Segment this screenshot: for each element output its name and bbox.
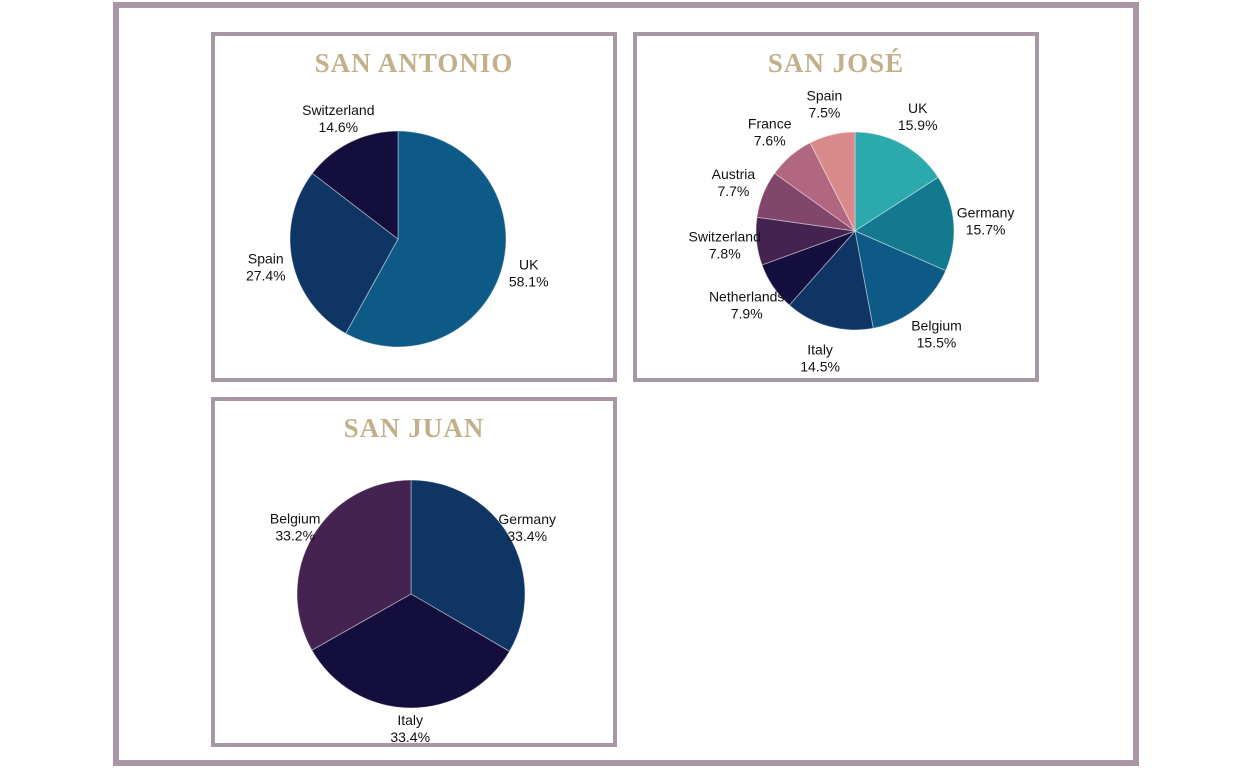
chart-title-san-antonio: SAN ANTONIO (314, 48, 514, 78)
pie-slice-switzerland (311, 130, 399, 240)
pie-chart-san-juan: Germany 33.4% Italy 33.4% Belgium 33.2% (270, 479, 556, 743)
pie-slice-germany (854, 176, 955, 272)
pie-label-austria: Austria 7.7% (712, 166, 756, 199)
pie-slice-belgium (296, 479, 412, 651)
pie-label-italy: Italy 14.5% (800, 341, 840, 374)
chart-card-san-jose: UK 15.9% Germany 15.7% Belgium 15.5% Italy 14.5… (633, 32, 1039, 382)
pie-slice-belgium (854, 230, 947, 329)
pie-label-spain: Spain 27.4% (246, 251, 286, 284)
pie-slice-germany (410, 479, 526, 652)
pie-slice-uk (854, 131, 939, 232)
chart-title-san-juan: SAN JUAN (343, 413, 485, 443)
pie-label-netherlands: Netherlands 7.9% (709, 289, 785, 322)
pie-label-germany: Germany 33.4% (498, 511, 556, 544)
pie-slice-uk (345, 130, 507, 348)
pie-slice-netherlands (761, 230, 856, 306)
pie-label-belgium: Belgium 15.5% (911, 318, 962, 351)
pie-label-germany: Germany 15.7% (957, 205, 1015, 238)
pie-slice-switzerland (755, 216, 856, 266)
chart-card-san-juan: Germany 33.4% Italy 33.4% Belgium 33.2% SAN J… (211, 397, 617, 747)
pie-label-france: France 7.6% (748, 116, 792, 149)
pie-slice-spain (809, 131, 856, 232)
pie-label-switzerland: Switzerland 7.8% (689, 229, 761, 262)
pie-slice-italy (788, 230, 874, 331)
pie-slice-austria (756, 172, 856, 232)
pie-label-switzerland: Switzerland 14.6% (302, 102, 374, 135)
pie-chart-san-antonio: UK 58.1% Spain 27.4% Switzerland 14.6% (246, 102, 549, 348)
pie-label-italy: Italy 33.4% (390, 712, 430, 743)
pie-label-belgium: Belgium 33.2% (270, 511, 321, 544)
chart-card-san-antonio: UK 58.1% Spain 27.4% Switzerland 14.6% SAN AN… (211, 32, 617, 382)
pie-label-uk: UK 15.9% (898, 100, 938, 133)
pie-slice-france (774, 142, 856, 232)
pie-slice-italy (311, 593, 510, 709)
pie-label-spain: Spain 7.5% (806, 88, 842, 121)
outer-frame (113, 2, 1139, 766)
pie-chart-san-jose: UK 15.9% Germany 15.7% Belgium 15.5% Italy 14.5… (689, 88, 1015, 375)
pie-slice-spain (289, 172, 399, 334)
pie-label-uk: UK 58.1% (509, 257, 549, 290)
chart-title-san-jose: SAN JOSÉ (767, 48, 905, 78)
